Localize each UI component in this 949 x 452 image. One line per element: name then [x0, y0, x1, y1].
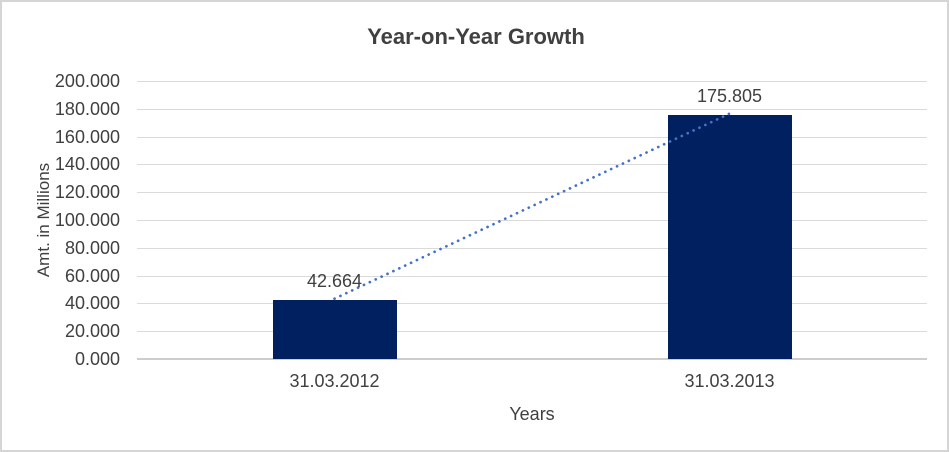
y-tick-label: 120.000 — [54, 182, 120, 203]
x-tick-label-31.03.2013: 31.03.2013 — [684, 371, 775, 391]
y-tick-label: 140.000 — [54, 154, 120, 175]
gridline — [137, 247, 927, 249]
bar-31.03.2012[interactable] — [272, 299, 397, 359]
gridline — [137, 220, 927, 221]
y-tick-label: 160.000 — [54, 126, 120, 147]
gridline — [137, 192, 927, 194]
y-tick-label: 200.000 — [54, 71, 120, 91]
x-axis-line — [137, 358, 927, 360]
y-tick-label: 180.000 — [54, 98, 120, 119]
y-tick-label: 20.000 — [64, 321, 120, 342]
y-tick-label: 0.000 — [74, 349, 120, 369]
bar-31.03.2013[interactable] — [667, 114, 792, 359]
gridline — [137, 275, 927, 277]
y-tick-label: 80.000 — [64, 237, 120, 258]
gridline — [137, 331, 927, 333]
gridline — [137, 81, 927, 82]
gridline — [137, 108, 927, 110]
gridline — [137, 164, 927, 166]
x-tick-label-31.03.2012: 31.03.2012 — [289, 371, 380, 391]
y-tick-label: 60.000 — [64, 265, 120, 286]
chart-title: Year-on-Year Growth — [367, 24, 585, 49]
y-tick-label: 100.000 — [54, 210, 120, 230]
gridline — [137, 136, 927, 138]
data-label-31.03.2012: 42.664 — [306, 270, 363, 291]
data-label-31.03.2013: 175.805 — [696, 85, 763, 106]
y-tick-label: 40.000 — [64, 293, 120, 314]
gridline — [137, 303, 927, 305]
x-axis-title: Years — [509, 404, 555, 424]
